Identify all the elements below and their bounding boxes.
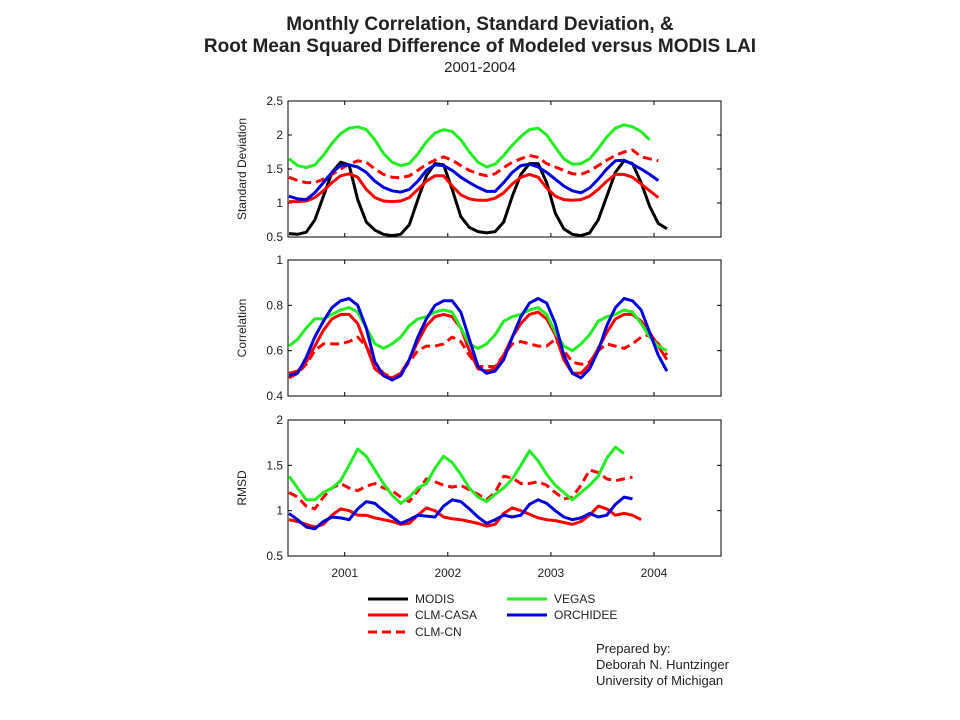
series-line-clm-cn [288, 468, 633, 511]
chart-title-line-2: Root Mean Squared Difference of Modeled … [203, 36, 757, 57]
series-line-clm-casa [288, 504, 642, 529]
legend-label: ORCHIDEE [554, 608, 617, 622]
legend-label: MODIS [415, 592, 454, 606]
y-tick-label: 1 [276, 504, 283, 518]
x-tick-label: 2004 [641, 566, 668, 580]
y-tick-label: 0.8 [266, 298, 283, 312]
x-tick-label: 2001 [331, 566, 358, 580]
y-axis-label: Correlation [235, 299, 249, 358]
y-tick-label: 2.5 [266, 94, 283, 108]
plot-frame [287, 259, 722, 397]
series-line-clm-casa [289, 172, 660, 204]
y-tick-label: 1.5 [266, 162, 283, 176]
series-line-orchidee [288, 297, 669, 382]
y-tick-label: 2 [276, 413, 283, 427]
legend-item-modis: MODIS [368, 592, 454, 606]
chart-subtitle: 2001-2004 [444, 59, 516, 76]
y-tick-label: 0.6 [266, 344, 283, 358]
credit-line-prepared-by: Prepared by: [596, 641, 671, 656]
chart-title-block: Monthly Correlation, Standard Deviation,… [0, 14, 960, 77]
legend-item-clm-casa: CLM-CASA [368, 608, 477, 622]
legend-item-clm-cn: CLM-CN [368, 625, 462, 639]
legend-item-vegas: VEGAS [507, 592, 595, 606]
series-line-clm-cn [288, 148, 659, 185]
panel-correlation: 0.4 0.6 0.8 1 Correlation [235, 253, 722, 403]
legend-label: CLM-CN [415, 625, 462, 639]
y-tick-label: 0.4 [266, 389, 283, 403]
series-line-vegas [288, 123, 651, 170]
y-axis-label: RMSD [235, 470, 249, 506]
legend-label: VEGAS [554, 592, 595, 606]
x-tick-label: 2002 [434, 566, 461, 580]
legend: MODIS CLM-CASA CLM-CN VEGAS ORCHIDEE [368, 592, 617, 639]
y-tick-label: 1.5 [266, 458, 283, 472]
legend-item-orchidee: ORCHIDEE [507, 608, 617, 622]
credit-line-affiliation: University of Michigan [596, 673, 724, 688]
panel-rmsd: 0.5 1 1.5 2 2001 2002 2003 2004 RMSD [235, 413, 722, 580]
panel-standard-deviation: 0.5 1 1.5 2 2.5 Standard Deviation [235, 94, 722, 244]
y-axis-label: Standard Deviation [235, 118, 249, 220]
y-tick-label: 0.5 [266, 549, 283, 563]
y-tick-label: 1 [276, 196, 283, 210]
y-tick-label: 1 [276, 253, 283, 267]
legend-label: CLM-CASA [415, 608, 477, 622]
x-tick-label: 2003 [538, 566, 565, 580]
y-tick-label: 2 [276, 128, 283, 142]
series-line-orchidee [288, 495, 633, 531]
credit-line-author: Deborah N. Huntzinger [596, 657, 729, 672]
credit-block: Prepared by: Deborah N. Huntzinger Unive… [596, 641, 729, 689]
series-line-vegas [288, 306, 668, 353]
chart-title-line-1: Monthly Correlation, Standard Deviation,… [286, 14, 674, 35]
y-tick-label: 0.5 [266, 230, 283, 244]
series-line-vegas [288, 445, 625, 505]
series-line-orchidee [288, 158, 660, 202]
